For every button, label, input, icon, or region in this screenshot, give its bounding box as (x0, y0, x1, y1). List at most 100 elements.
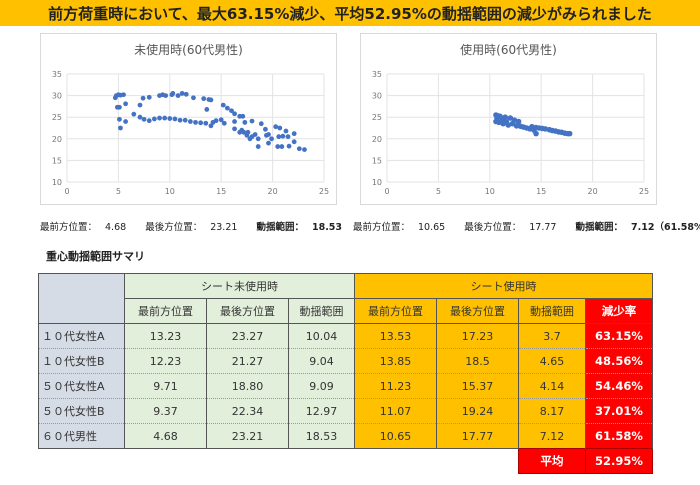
table-cell: 9.09 (288, 373, 355, 399)
table-cell: 9.04 (288, 348, 355, 374)
summary-title: 重心動揺範囲サマリ (46, 250, 145, 263)
table-cell: 37.01% (585, 398, 653, 424)
data-point (255, 144, 261, 149)
data-point (191, 95, 196, 101)
row-label: ６０代男性 (38, 423, 125, 449)
chart-used: 使用時(60代男性) 10 15 20 25 30 35 0 5 10 15 20 25 (360, 33, 657, 205)
row-label: １０代女性B (38, 348, 125, 374)
data-point (131, 111, 137, 117)
data-point (515, 118, 522, 125)
data-point (507, 115, 514, 121)
data-point (137, 114, 143, 120)
data-point (283, 128, 289, 134)
data-point (252, 132, 258, 137)
x-tick-label: 0 (64, 187, 69, 196)
x-tick-label: 5 (436, 187, 441, 196)
data-point (163, 93, 169, 98)
back-stat: 最後方位置： 23.21 (145, 222, 238, 233)
data-point (121, 92, 126, 98)
data-point (172, 116, 178, 122)
table-cell: 4.68 (124, 423, 207, 449)
table-row: １０代女性B 12.23 21.27 9.04 13.85 18.5 4.65 48.56% (38, 348, 653, 374)
chart-title: 使用時(60代男性) (460, 43, 557, 57)
data-point (229, 108, 234, 114)
data-point (201, 96, 207, 102)
table-cell: 13.53 (354, 323, 437, 349)
data-point (146, 118, 152, 124)
col-header: 減少率 (585, 298, 653, 324)
table-cell: 10.65 (354, 423, 437, 449)
y-tick-label: 30 (52, 92, 62, 101)
data-point (286, 143, 292, 149)
data-point (249, 118, 255, 124)
data-point (151, 116, 157, 122)
row-label: ５０代女性A (38, 373, 125, 399)
data-point (255, 136, 261, 142)
y-tick-label: 10 (372, 178, 382, 187)
x-tick-label: 15 (216, 187, 226, 196)
data-point (198, 120, 204, 126)
data-point (224, 105, 230, 111)
data-point (117, 116, 122, 122)
y-tick-label: 10 (52, 178, 62, 187)
data-point (193, 119, 198, 125)
data-point (162, 115, 168, 121)
x-tick-label: 5 (116, 187, 121, 196)
data-point (213, 118, 219, 124)
data-point (170, 91, 176, 96)
table-cell: 7.12 (518, 423, 586, 449)
table-cell: 19.24 (436, 398, 519, 424)
data-point (273, 124, 279, 130)
table-row: ５０代女性A 9.71 18.80 9.09 11.23 15.37 4.14 54.46% (38, 373, 653, 399)
data-point (240, 113, 246, 119)
y-tick-label: 30 (372, 92, 382, 101)
group-header-unused: シート未使用時 (124, 273, 355, 299)
data-point (302, 147, 307, 152)
table-cell: 18.53 (288, 423, 355, 449)
table-cell: 10.04 (288, 323, 355, 349)
col-header: 最前方位置 (354, 298, 437, 324)
table-cell: 22.34 (206, 398, 289, 424)
table-cell: 17.23 (436, 323, 519, 349)
back-stat: 最後方位置： 17.77 (464, 222, 557, 233)
data-point (208, 123, 214, 129)
data-point (177, 117, 183, 123)
data-point (291, 139, 297, 145)
data-point (258, 121, 264, 127)
data-point (279, 144, 285, 149)
table-cell: 17.77 (436, 423, 519, 449)
x-tick-label: 25 (639, 187, 649, 196)
data-point (232, 119, 237, 124)
x-tick-label: 20 (268, 187, 278, 196)
data-point (117, 104, 122, 110)
stats-used: 最前方位置：10.65 最後方位置：17.77 動揺範囲：7.12（61.58%… (353, 219, 700, 233)
scatter-plot-used: 10 15 20 25 30 35 0 5 10 15 20 25 (372, 70, 649, 196)
data-point (232, 126, 237, 132)
data-point (123, 119, 128, 124)
col-header: 動揺範囲 (288, 298, 355, 324)
y-tick-label: 35 (372, 70, 382, 79)
table-cell: 61.58% (585, 423, 653, 449)
range-stat: 動揺範囲：7.12（61.58%減） (575, 222, 700, 233)
table-cell: 54.46% (585, 373, 653, 399)
data-point (241, 129, 247, 135)
table-cell: 3.7 (518, 323, 586, 349)
data-point (266, 132, 271, 137)
data-point (220, 102, 226, 108)
table-cell: 11.23 (354, 373, 437, 399)
table-row: １０代女性A 13.23 23.27 10.04 13.53 17.23 3.7 63.15% (38, 323, 653, 349)
blank-cell (38, 448, 519, 474)
data-point (269, 136, 274, 142)
data-point (175, 93, 181, 98)
table-cell: 18.80 (206, 373, 289, 399)
data-point (266, 140, 271, 146)
chart-unused: 未使用時(60代男性) 10 15 20 25 30 35 0 5 10 15 20 25 (40, 33, 337, 205)
chart-title: 未使用時(60代男性) (134, 43, 243, 57)
x-tick-label: 25 (319, 187, 329, 196)
scatter-plot-unused: 10 15 20 25 30 35 0 5 10 15 20 25 (52, 70, 329, 196)
data-point (141, 116, 147, 122)
table-cell: 15.37 (436, 373, 519, 399)
corner-cell (38, 273, 125, 324)
data-point (566, 130, 573, 137)
data-point (533, 130, 539, 137)
